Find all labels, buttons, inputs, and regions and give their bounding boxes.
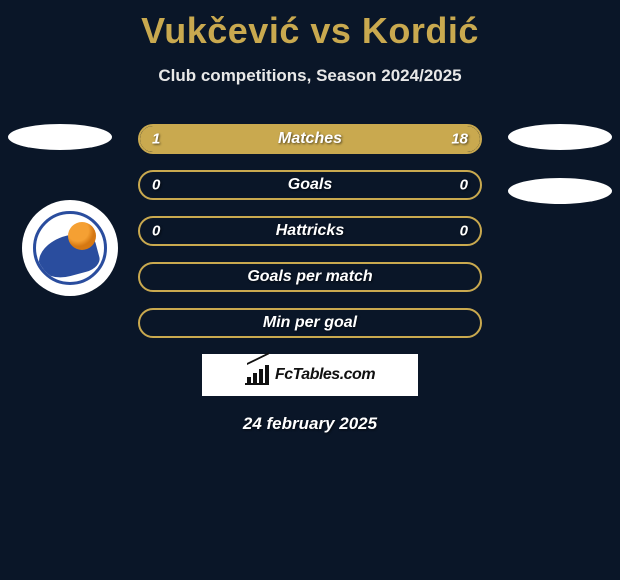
- stat-label: Goals per match: [247, 268, 372, 286]
- player-right-placeholder-2: [508, 178, 612, 204]
- player-left-placeholder-1: [8, 124, 112, 150]
- stat-bars: 1 18 Matches 0 0 Goals 0 0 Hattricks Goals per ma…: [138, 124, 482, 338]
- stat-value-left: 0: [152, 223, 160, 240]
- snapshot-date: 24 february 2025: [0, 414, 620, 434]
- club-badge-icon: [33, 211, 107, 285]
- stat-row: Goals per match: [138, 262, 482, 292]
- stat-fill-left: [140, 126, 201, 152]
- comparison-content: 1 18 Matches 0 0 Goals 0 0 Hattricks Goals per ma…: [0, 124, 620, 434]
- brand-logo-text: FcTables.com: [275, 366, 375, 384]
- stat-row: 0 0 Goals: [138, 170, 482, 200]
- stat-row: 1 18 Matches: [138, 124, 482, 154]
- stat-value-right: 0: [460, 223, 468, 240]
- stat-value-left: 1: [152, 131, 160, 148]
- brand-logo[interactable]: FcTables.com: [202, 354, 418, 396]
- stat-value-right: 0: [460, 177, 468, 194]
- chart-icon: [245, 365, 269, 385]
- page-subtitle: Club competitions, Season 2024/2025: [0, 66, 620, 86]
- page-title: Vukčević vs Kordić: [0, 0, 620, 52]
- stat-label: Min per goal: [263, 314, 357, 332]
- stat-value-right: 18: [451, 131, 468, 148]
- club-badge-left: [22, 200, 118, 296]
- stat-label: Goals: [288, 176, 332, 194]
- stat-row: 0 0 Hattricks: [138, 216, 482, 246]
- stat-label: Matches: [278, 130, 342, 148]
- stat-row: Min per goal: [138, 308, 482, 338]
- stat-value-left: 0: [152, 177, 160, 194]
- stat-label: Hattricks: [276, 222, 344, 240]
- player-right-placeholder-1: [508, 124, 612, 150]
